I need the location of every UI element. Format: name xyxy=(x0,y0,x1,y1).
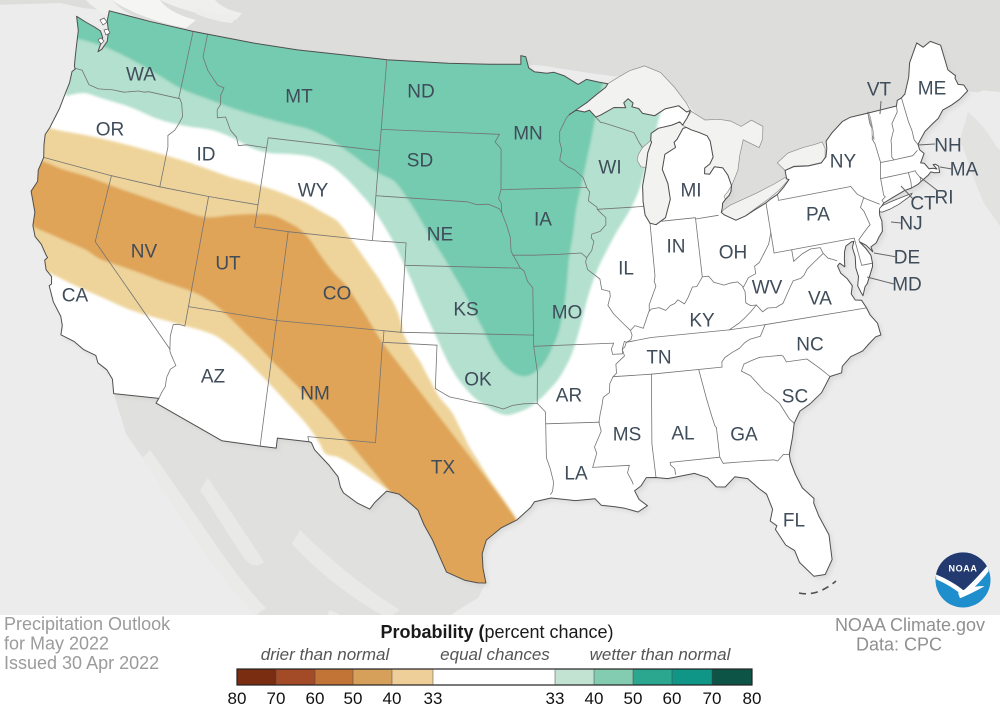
svg-text:50: 50 xyxy=(344,689,363,708)
svg-text:RI: RI xyxy=(935,188,954,209)
svg-text:40: 40 xyxy=(383,689,402,708)
svg-text:IL: IL xyxy=(618,259,634,280)
svg-text:IA: IA xyxy=(534,210,552,231)
svg-text:UT: UT xyxy=(215,254,241,275)
svg-text:KS: KS xyxy=(453,300,478,321)
svg-text:SD: SD xyxy=(407,151,433,172)
svg-text:GA: GA xyxy=(730,425,758,446)
svg-text:FL: FL xyxy=(783,511,805,532)
svg-text:KY: KY xyxy=(689,311,715,332)
svg-text:Precipitation Outlook: Precipitation Outlook xyxy=(4,614,171,634)
svg-text:WY: WY xyxy=(298,181,329,202)
svg-text:DE: DE xyxy=(894,248,920,269)
svg-text:WV: WV xyxy=(752,278,783,299)
svg-text:ME: ME xyxy=(918,79,947,100)
svg-text:80: 80 xyxy=(228,689,247,708)
svg-text:Probability (percent chance): Probability (percent chance) xyxy=(380,622,613,642)
svg-text:33: 33 xyxy=(546,689,565,708)
svg-text:MT: MT xyxy=(285,87,313,108)
svg-text:CO: CO xyxy=(323,284,352,305)
svg-text:IN: IN xyxy=(667,237,686,258)
svg-text:SC: SC xyxy=(782,387,808,408)
svg-text:NY: NY xyxy=(830,152,857,173)
svg-text:CA: CA xyxy=(62,286,89,307)
svg-text:VA: VA xyxy=(808,289,832,310)
svg-text:60: 60 xyxy=(306,689,325,708)
svg-text:OK: OK xyxy=(464,370,492,391)
svg-text:NJ: NJ xyxy=(899,214,922,235)
svg-text:70: 70 xyxy=(703,689,722,708)
svg-text:NV: NV xyxy=(131,242,158,263)
svg-text:VT: VT xyxy=(867,80,892,101)
svg-text:drier than normal: drier than normal xyxy=(261,645,391,664)
svg-text:MO: MO xyxy=(552,303,583,324)
svg-text:MA: MA xyxy=(950,160,979,181)
svg-text:MS: MS xyxy=(613,425,642,446)
svg-text:50: 50 xyxy=(624,689,643,708)
svg-text:40: 40 xyxy=(585,689,604,708)
svg-text:TX: TX xyxy=(431,458,456,479)
svg-text:OR: OR xyxy=(96,120,125,141)
svg-text:TN: TN xyxy=(646,348,671,369)
svg-text:WA: WA xyxy=(126,65,156,86)
svg-text:Issued 30 Apr 2022: Issued 30 Apr 2022 xyxy=(4,653,159,673)
svg-text:80: 80 xyxy=(743,689,762,708)
svg-text:MI: MI xyxy=(680,181,701,202)
svg-text:MN: MN xyxy=(513,124,543,145)
svg-text:60: 60 xyxy=(663,689,682,708)
svg-text:ND: ND xyxy=(407,82,434,103)
svg-text:CT: CT xyxy=(910,194,936,215)
svg-text:MD: MD xyxy=(892,275,922,296)
svg-text:AL: AL xyxy=(671,424,694,445)
svg-text:OH: OH xyxy=(719,243,748,264)
svg-text:PA: PA xyxy=(806,205,830,226)
svg-text:LA: LA xyxy=(564,464,588,485)
svg-text:NC: NC xyxy=(796,335,823,356)
svg-text:NM: NM xyxy=(300,384,330,405)
svg-text:ID: ID xyxy=(197,145,216,166)
svg-text:equal chances: equal chances xyxy=(440,645,550,664)
svg-text:70: 70 xyxy=(267,689,286,708)
svg-text:wetter than normal: wetter than normal xyxy=(590,645,732,664)
svg-text:NE: NE xyxy=(427,225,453,246)
svg-text:for May 2022: for May 2022 xyxy=(4,634,109,654)
svg-text:Data: CPC: Data: CPC xyxy=(856,635,942,655)
svg-text:AZ: AZ xyxy=(201,367,226,388)
svg-text:NOAA Climate.gov: NOAA Climate.gov xyxy=(835,615,985,635)
svg-text:AR: AR xyxy=(556,386,582,407)
svg-text:WI: WI xyxy=(598,158,621,179)
svg-text:NOAA: NOAA xyxy=(949,564,978,574)
svg-text:33: 33 xyxy=(424,689,443,708)
svg-text:NH: NH xyxy=(934,136,961,157)
